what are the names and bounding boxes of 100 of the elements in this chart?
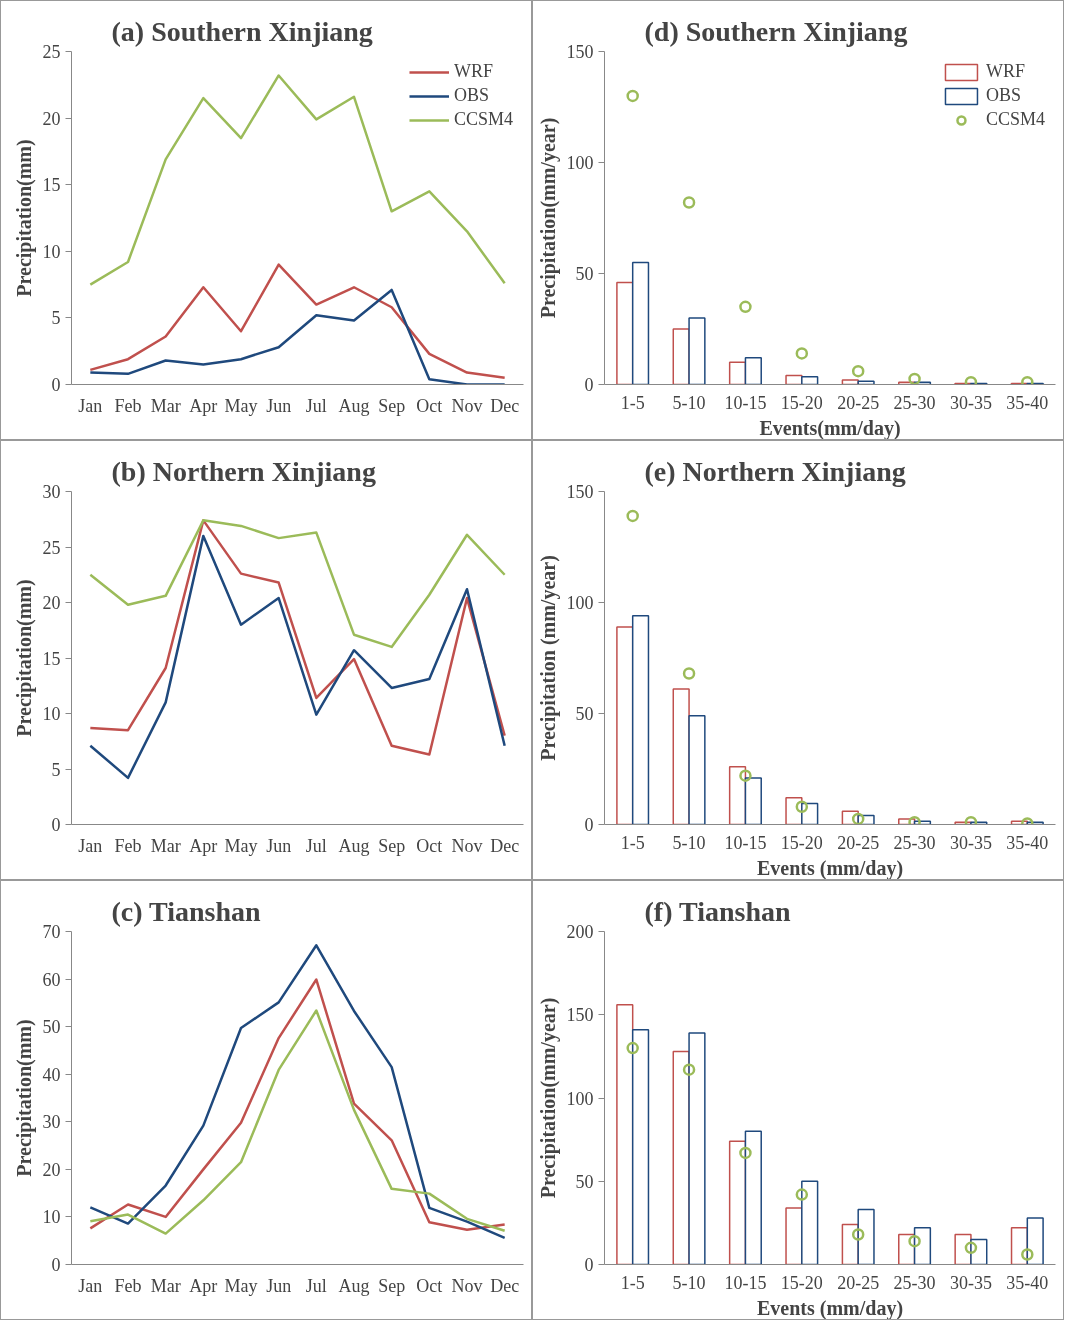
x-tick-label: Oct (416, 835, 443, 856)
y-tick-label: 20 (42, 108, 61, 129)
y-tick-label: 10 (42, 241, 61, 262)
legend-label: WRF (985, 61, 1025, 82)
y-tick-label: 10 (42, 704, 61, 724)
x-tick-label: Sep (378, 835, 406, 856)
y-tick-label: 70 (42, 922, 61, 942)
x-tick-label: Aug (338, 395, 370, 416)
x-tick-label: 25-30 (893, 832, 936, 853)
x-tick-label: 35-40 (1006, 1272, 1049, 1293)
x-tick-label: Jun (266, 1275, 292, 1296)
chart-title: (e) Northern Xinjiang (644, 455, 906, 487)
x-tick-label: Aug (338, 835, 370, 856)
x-tick-label: 30-35 (949, 1272, 992, 1293)
x-tick-label: Feb (114, 395, 142, 416)
y-tick-label: 10 (42, 1207, 61, 1228)
legend-label: CCSM4 (985, 109, 1045, 130)
x-tick-label: Sep (378, 395, 406, 416)
y-tick-label: 150 (566, 42, 594, 62)
x-tick-label: 30-35 (949, 392, 992, 413)
x-tick-label: 10-15 (724, 1272, 767, 1293)
y-tick-label: 0 (51, 375, 61, 395)
y-tick-label: 20 (42, 1159, 61, 1180)
y-axis-title: Precipitation(mm/year) (536, 117, 560, 319)
y-tick-label: 50 (575, 704, 594, 724)
x-tick-label: 15-20 (780, 1272, 823, 1293)
x-tick-label: Sep (378, 1275, 406, 1296)
y-tick-label: 0 (584, 1255, 594, 1275)
x-tick-label: 15-20 (780, 832, 823, 853)
y-tick-label: 60 (42, 969, 61, 990)
x-axis-title: Events(mm/day) (759, 416, 901, 440)
y-tick-label: 100 (566, 593, 594, 613)
x-tick-label: 15-20 (780, 392, 823, 413)
x-tick-label: Jan (78, 395, 103, 416)
x-tick-label: Dec (490, 835, 520, 856)
x-tick-label: Nov (451, 395, 483, 416)
x-tick-label: Oct (416, 395, 443, 416)
y-tick-label: 5 (51, 308, 61, 329)
y-tick-label: 100 (566, 1088, 594, 1109)
x-tick-label: 5-10 (672, 1272, 706, 1293)
y-tick-label: 15 (42, 175, 61, 196)
x-tick-label: Jul (305, 395, 327, 416)
x-tick-label: Dec (490, 1275, 520, 1296)
y-tick-label: 0 (51, 1255, 61, 1275)
y-axis-title: Precipitation(mm) (12, 1019, 36, 1177)
y-tick-label: 40 (42, 1064, 61, 1085)
x-tick-label: 1-5 (620, 1272, 645, 1293)
y-axis-title: Precipitation(mm) (12, 139, 36, 297)
y-tick-label: 50 (575, 1171, 594, 1192)
y-tick-label: 100 (566, 153, 594, 173)
chart-title: (d) Southern Xinjiang (644, 15, 908, 47)
y-tick-label: 50 (575, 264, 594, 284)
x-tick-label: 10-15 (724, 832, 767, 853)
x-tick-label: 10-15 (724, 392, 767, 413)
x-tick-label: Jun (266, 395, 292, 416)
x-tick-label: Apr (189, 395, 218, 416)
x-tick-label: Mar (150, 1275, 181, 1296)
x-tick-label: Jan (78, 835, 103, 856)
y-tick-label: 15 (42, 648, 61, 669)
y-tick-label: 5 (51, 759, 61, 780)
x-tick-label: 5-10 (672, 392, 706, 413)
x-tick-label: Feb (114, 1275, 142, 1296)
x-tick-label: Jul (305, 1275, 327, 1296)
x-axis-title: Events (mm/day) (756, 1296, 904, 1320)
y-tick-label: 20 (42, 593, 61, 613)
x-tick-label: 25-30 (893, 392, 936, 413)
x-tick-label: Oct (416, 1275, 443, 1296)
y-tick-label: 0 (51, 815, 61, 835)
x-tick-label: 5-10 (672, 832, 706, 853)
legend-label: OBS (985, 85, 1021, 106)
x-tick-label: 1-5 (620, 392, 645, 413)
y-tick-label: 0 (584, 815, 594, 835)
y-tick-label: 30 (42, 482, 61, 502)
x-tick-label: Nov (451, 835, 483, 856)
x-tick-label: May (224, 395, 258, 416)
chart-title: (a) Southern Xinjiang (111, 15, 373, 47)
x-tick-label: 1-5 (620, 832, 645, 853)
y-tick-label: 25 (42, 42, 61, 62)
x-tick-label: 20-25 (837, 1272, 880, 1293)
y-axis-title: Precipitation (mm/year) (536, 555, 560, 761)
x-tick-label: Feb (114, 835, 142, 856)
legend-label: WRF (453, 61, 493, 82)
x-tick-label: Apr (189, 835, 218, 856)
x-axis-title: Events (mm/day) (756, 856, 904, 880)
x-tick-label: Aug (338, 1275, 370, 1296)
x-tick-label: 30-35 (949, 832, 992, 853)
x-tick-label: Mar (150, 395, 181, 416)
y-tick-label: 0 (584, 375, 594, 395)
x-tick-label: 35-40 (1006, 392, 1049, 413)
chart-title: (f) Tianshan (644, 895, 791, 927)
y-tick-label: 200 (566, 922, 594, 942)
x-tick-label: May (224, 835, 258, 856)
x-tick-label: 20-25 (837, 392, 880, 413)
y-tick-label: 30 (42, 1112, 61, 1133)
legend-label: OBS (453, 85, 489, 106)
x-tick-label: 20-25 (837, 832, 880, 853)
x-tick-label: Jun (266, 835, 292, 856)
y-tick-label: 50 (42, 1017, 61, 1038)
y-tick-label: 150 (566, 482, 594, 502)
chart-title: (b) Northern Xinjiang (111, 455, 376, 487)
